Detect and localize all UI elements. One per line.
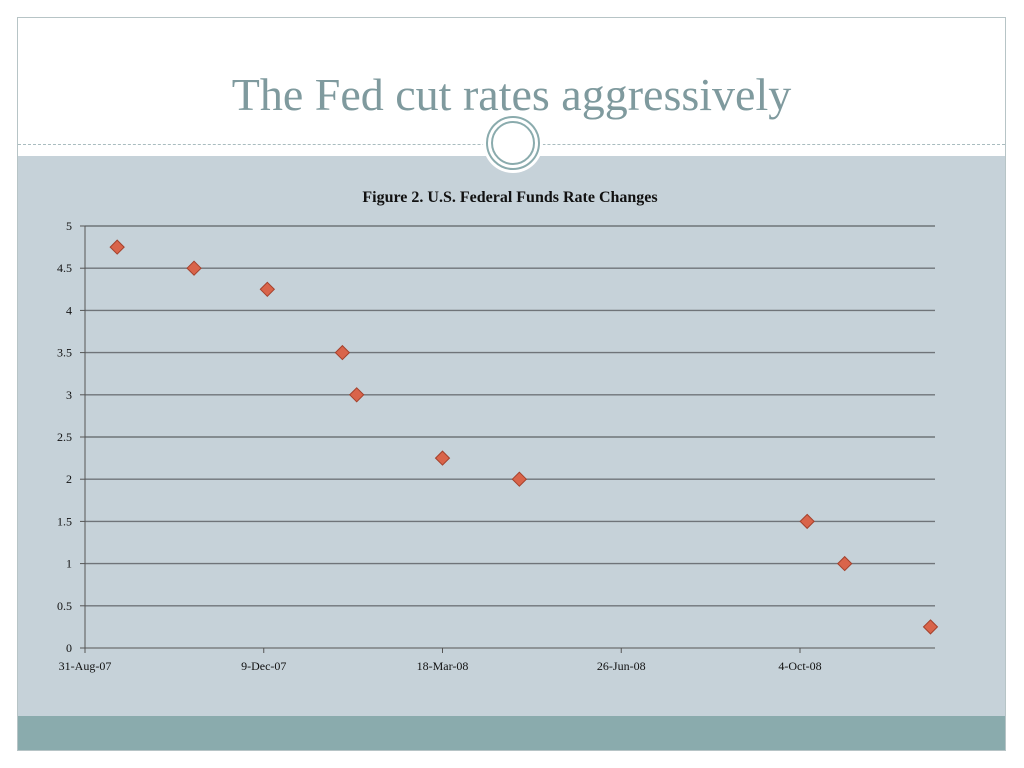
y-tick-label: 0.5 (57, 599, 72, 613)
y-tick-label: 3.5 (57, 346, 72, 360)
x-tick-labels: 31-Aug-07 9-Dec-07 18-Mar-08 26-Jun-08 4-Oct… (59, 659, 822, 673)
y-tick-label: 2.5 (57, 430, 72, 444)
content-panel (18, 156, 1005, 716)
y-tick-label: 3 (66, 388, 72, 402)
x-tick-label: 26-Jun-08 (597, 659, 646, 673)
data-point (334, 344, 351, 361)
chart-title: Figure 2. U.S. Federal Funds Rate Change… (362, 189, 657, 206)
x-tick-label: 9-Dec-07 (241, 659, 286, 673)
y-tick-label: 1.5 (57, 514, 72, 528)
data-point (799, 513, 815, 530)
footer-bar (18, 716, 1005, 750)
y-tick-label: 4.5 (57, 261, 72, 275)
y-tick-label: 1 (66, 557, 72, 571)
slide: The Fed cut rates aggressively (17, 17, 1006, 751)
axes (80, 225, 935, 653)
data-point (348, 387, 365, 403)
data-point (259, 281, 276, 298)
y-tick-label: 4 (66, 303, 72, 317)
data-point (109, 239, 125, 255)
x-tick-label: 31-Aug-07 (59, 659, 112, 673)
y-tick-label: 5 (66, 219, 72, 233)
y-tick-labels: 0 0.5 1 1.5 2 2.5 3 3.5 4 4.5 5 (57, 219, 72, 655)
x-tick-label: 4-Oct-08 (778, 659, 821, 673)
x-tick-label: 18-Mar-08 (417, 659, 469, 673)
data-point (836, 555, 853, 572)
y-tick-label: 0 (66, 641, 72, 655)
y-tick-label: 2 (66, 472, 72, 486)
gridlines (85, 225, 935, 607)
data-point (186, 260, 202, 276)
data-point (922, 619, 939, 635)
slide-title: The Fed cut rates aggressively (231, 69, 792, 120)
circle-ornament-icon (483, 113, 543, 173)
data-point (434, 450, 451, 466)
data-points (109, 239, 939, 635)
data-point (511, 471, 528, 487)
